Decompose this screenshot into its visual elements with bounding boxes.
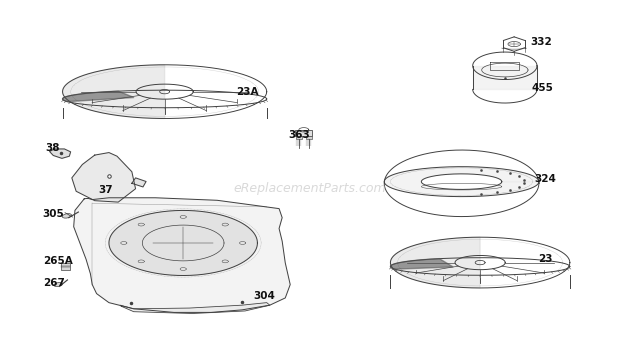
Polygon shape <box>391 259 453 269</box>
Text: eReplacementParts.com: eReplacementParts.com <box>234 182 386 195</box>
Text: 23: 23 <box>538 254 552 264</box>
Polygon shape <box>63 91 134 102</box>
Bar <box>306 136 312 139</box>
Text: 305: 305 <box>43 209 64 219</box>
Text: 324: 324 <box>534 174 556 184</box>
Text: 38: 38 <box>45 143 60 154</box>
Text: 265A: 265A <box>43 256 73 266</box>
Polygon shape <box>132 178 146 187</box>
Text: 332: 332 <box>530 37 552 47</box>
Ellipse shape <box>54 282 63 286</box>
Text: 37: 37 <box>99 185 113 195</box>
Text: 23A: 23A <box>236 87 259 97</box>
Bar <box>296 136 302 139</box>
Text: 363: 363 <box>288 130 310 140</box>
Text: 455: 455 <box>531 83 553 93</box>
Polygon shape <box>63 65 165 118</box>
Polygon shape <box>72 152 136 202</box>
Text: 267: 267 <box>43 278 64 288</box>
Ellipse shape <box>62 213 71 218</box>
Polygon shape <box>391 237 480 288</box>
Polygon shape <box>74 198 290 313</box>
Polygon shape <box>50 149 71 158</box>
Polygon shape <box>109 211 257 276</box>
Bar <box>61 263 70 270</box>
Polygon shape <box>472 66 537 89</box>
Text: 304: 304 <box>253 291 275 301</box>
Polygon shape <box>120 303 270 314</box>
Polygon shape <box>384 167 539 197</box>
Bar <box>295 130 312 136</box>
